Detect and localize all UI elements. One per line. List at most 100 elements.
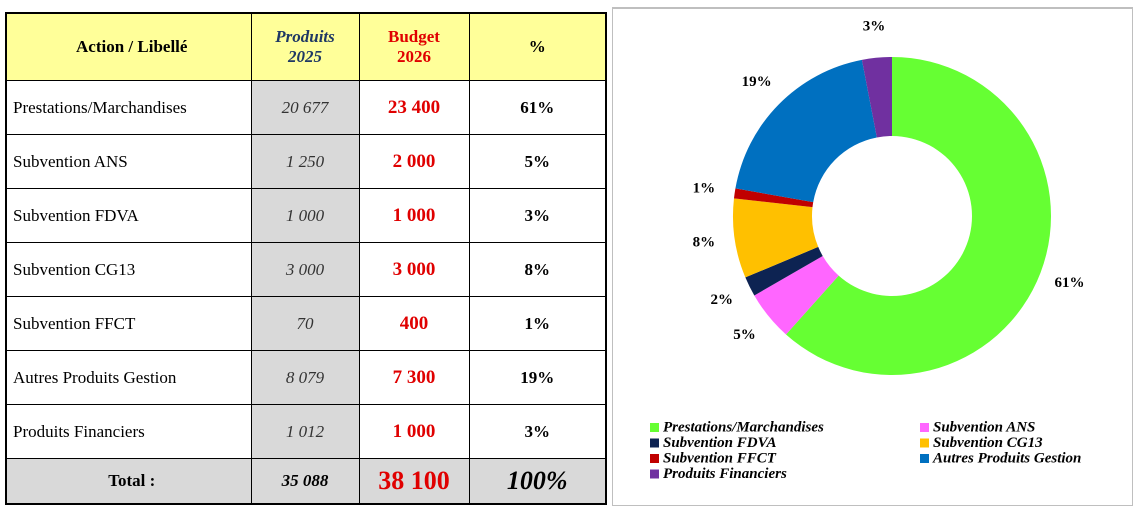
- legend-label: Prestations/Marchandises: [663, 419, 824, 435]
- cell-text: Subvention FFCT: [13, 313, 136, 333]
- legend-swatch: [650, 423, 659, 432]
- header-cell: Action / Libellé: [5, 12, 252, 81]
- cell-text: 1 000: [392, 204, 436, 226]
- legend-swatch: [650, 469, 659, 479]
- cell: 19%: [468, 350, 607, 405]
- cell-text: 400: [399, 312, 429, 334]
- cell: 1 000: [358, 188, 470, 243]
- cell: Autres Produits Gestion: [5, 350, 252, 405]
- header-text: Action / Libellé: [76, 37, 188, 56]
- header-cell: Budget 2026: [358, 12, 470, 81]
- header-text: Budget: [388, 27, 440, 46]
- cell: Subvention FFCT: [5, 296, 252, 351]
- donut-segment: [745, 246, 823, 296]
- header-row: Action / Libellé Produits 2025 Budget 2026%: [5, 12, 607, 81]
- donut-segment: [785, 57, 1051, 375]
- cell: 1 250: [250, 134, 360, 189]
- header-text: 2025: [288, 47, 322, 66]
- cell: Subvention CG13: [5, 242, 252, 297]
- cell: 3 000: [358, 242, 470, 297]
- cell-text: Subvention ANS: [13, 151, 128, 171]
- total-text: 100%: [506, 466, 568, 495]
- cell-text: 61%: [520, 97, 555, 117]
- total-cell: 38 100: [358, 458, 470, 505]
- total-cell: Total :: [5, 458, 252, 505]
- cell-text: 3%: [524, 205, 551, 225]
- cell: Prestations/Marchandises: [5, 80, 252, 135]
- table-row: Prestations/Marchandises 20 677 23 400 61%: [5, 80, 607, 135]
- cell: 20 677: [250, 80, 360, 135]
- total-cell: 100%: [468, 458, 607, 505]
- header-cell: Produits 2025: [250, 12, 360, 81]
- table-row: Produits Financiers 1 012 1 000 3%: [5, 404, 607, 459]
- cell: 3%: [468, 188, 607, 243]
- cell-text: 3 000: [392, 258, 436, 280]
- total-text: 35 088: [281, 471, 329, 490]
- data-label: 3%: [863, 18, 886, 34]
- cell-text: Subvention FDVA: [13, 205, 139, 225]
- budget-table: Action / Libellé Produits 2025 Budget 2026% P…: [5, 12, 607, 505]
- donut-segment: [735, 59, 877, 203]
- cell-text: Produits Financiers: [13, 421, 145, 441]
- donut-segment: [733, 188, 814, 208]
- cell: Produits Financiers: [5, 404, 252, 459]
- cell: 61%: [468, 80, 607, 135]
- cell-text: 7 300: [392, 366, 436, 388]
- cell-text: 1 012: [285, 421, 325, 441]
- cell-text: 1 000: [285, 205, 325, 225]
- legend-label: Subvention FDVA: [663, 435, 777, 451]
- legend-label: Produits Financiers: [663, 466, 787, 482]
- total-text: Total :: [108, 471, 156, 490]
- cell-text: Prestations/Marchandises: [13, 97, 187, 117]
- chart: 61% 5% 2% 8% 1% 19% 3% Prestations/Marchandises…: [612, 7, 1133, 506]
- data-label: 2%: [711, 292, 734, 308]
- legend-swatch: [920, 438, 929, 448]
- cell: 1 000: [250, 188, 360, 243]
- cell: 3%: [468, 404, 607, 459]
- cell: 70: [250, 296, 360, 351]
- cell-text: 19%: [520, 367, 555, 387]
- data-label: 61%: [1054, 275, 1084, 291]
- cell-text: 1 250: [285, 151, 325, 171]
- cell: 7 300: [358, 350, 470, 405]
- cell: 8%: [468, 242, 607, 297]
- cell: 23 400: [358, 80, 470, 135]
- cell-text: 70: [296, 313, 314, 333]
- legend-swatch: [650, 438, 659, 448]
- cell-text: Subvention CG13: [13, 259, 136, 279]
- table-row: Subvention ANS 1 250 2 000 5%: [5, 134, 607, 189]
- total-row: Total : 35 088 38 100 100%: [5, 458, 607, 505]
- header-text: Produits: [275, 27, 335, 46]
- legend-swatch: [650, 454, 659, 463]
- cell: Subvention ANS: [5, 134, 252, 189]
- table-row: Subvention CG13 3 000 3 000 8%: [5, 242, 607, 297]
- legend-label: Autres Produits Gestion: [932, 450, 1081, 466]
- cell-text: 5%: [524, 151, 551, 171]
- legend-label: Subvention CG13: [933, 435, 1043, 451]
- cell: 1%: [468, 296, 607, 351]
- cell: 8 079: [250, 350, 360, 405]
- cell-text: 8 079: [285, 367, 325, 387]
- data-label: 19%: [742, 74, 772, 90]
- donut-segment: [861, 57, 892, 138]
- cell-text: 1%: [524, 313, 551, 333]
- cell-text: 8%: [524, 259, 551, 279]
- cell: 2 000: [358, 134, 470, 189]
- legend-swatch: [920, 423, 929, 432]
- table-row: Autres Produits Gestion 8 079 7 300 19%: [5, 350, 607, 405]
- table-row: Subvention FDVA 1 000 1 000 3%: [5, 188, 607, 243]
- cell-text: 3 000: [285, 259, 325, 279]
- data-label: 5%: [733, 327, 756, 343]
- total-cell: 35 088: [250, 458, 360, 505]
- data-label: 1%: [693, 180, 716, 196]
- cell: Subvention FDVA: [5, 188, 252, 243]
- cell-text: 20 677: [281, 97, 329, 117]
- cell: 1 000: [358, 404, 470, 459]
- header-text: 2026: [397, 47, 431, 66]
- cell-text: 2 000: [392, 150, 436, 172]
- cell-text: Autres Produits Gestion: [13, 367, 177, 387]
- cell: 400: [358, 296, 470, 351]
- table-row: Subvention FFCT 70 400 1%: [5, 296, 607, 351]
- legend-label: Subvention ANS: [933, 419, 1035, 435]
